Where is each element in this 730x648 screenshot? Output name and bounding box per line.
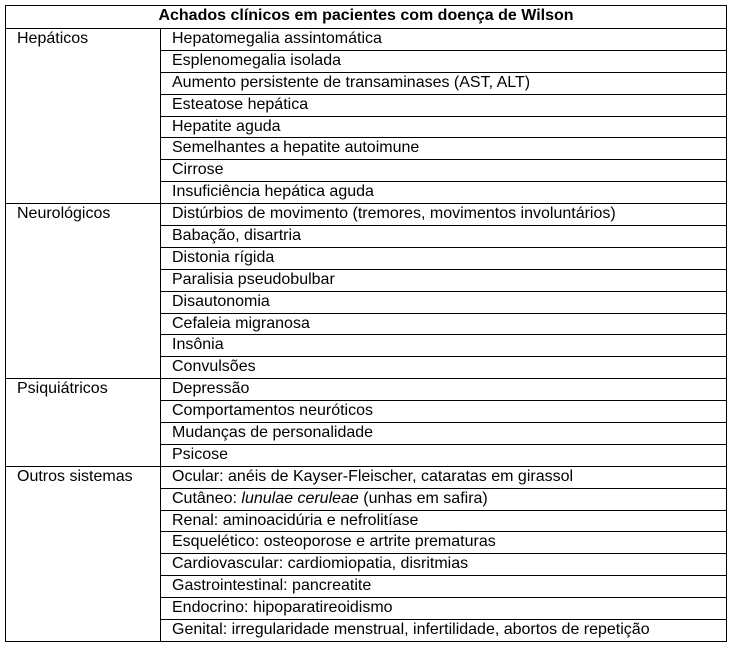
finding-cell: Aumento persistente de transaminases (AS… — [160, 71, 727, 95]
table-row: Distonia rígida — [6, 246, 727, 270]
finding-cell: Cutâneo: lunulae ceruleae (unhas em safi… — [160, 487, 727, 511]
category-cell: Outros sistemas — [5, 465, 161, 642]
category-cell: Neurológicos — [5, 203, 161, 380]
table-row: Mudanças de personalidade — [6, 422, 727, 445]
finding-cell: Cardiovascular: cardiomiopatia, disritmi… — [160, 553, 727, 577]
finding-cell: Distúrbios de movimento (tremores, movim… — [160, 203, 727, 227]
finding-cell: Cirrose — [160, 159, 727, 183]
finding-cell: Disautonomia — [160, 290, 727, 314]
finding-cell: Ocular: anéis de Kayser-Fleischer, catar… — [160, 465, 727, 489]
finding-cell: Genital: irregularidade menstrual, infer… — [160, 619, 727, 642]
finding-cell: Cefaleia migranosa — [160, 312, 727, 336]
finding-cell: Depressão — [160, 378, 727, 402]
finding-cell: Semelhantes a hepatite autoimune — [160, 137, 727, 161]
finding-cell: Psicose — [160, 443, 727, 467]
finding-cell: Gastrointestinal: pancreatite — [160, 575, 727, 599]
finding-cell: Esteatose hepática — [160, 93, 727, 117]
table-row: Outros sistemas Ocular: anéis de Kayser-F… — [5, 465, 727, 642]
wilson-findings-table: Achados clínicos em pacientes com doença… — [5, 5, 727, 642]
table-row: Cefaleia migranosa — [6, 312, 727, 336]
table-row: Convulsões — [6, 356, 727, 380]
finding-cell: Comportamentos neuróticos — [160, 400, 727, 424]
table-row: Disautonomia — [6, 290, 727, 314]
finding-cell: Paralisia pseudobulbar — [160, 268, 727, 292]
table-row: Genital: irregularidade menstrual, infer… — [6, 619, 727, 642]
table-row: Esquelético: osteoporose e artrite prema… — [6, 531, 727, 555]
table-row: Neurológicos Distúrbios de movimento (tre… — [5, 203, 727, 380]
table-row: Comportamentos neuróticos — [6, 400, 727, 424]
finding-cell: Insuficiência hepática aguda — [160, 181, 727, 205]
table-row: Insônia — [6, 334, 727, 358]
finding-cell: Convulsões — [160, 356, 727, 380]
finding-cell: Esquelético: osteoporose e artrite prema… — [160, 531, 727, 555]
finding-cell: Mudanças de personalidade — [160, 422, 727, 445]
table-title: Achados clínicos em pacientes com doença… — [5, 5, 727, 29]
category-cell: Hepáticos — [5, 27, 161, 205]
finding-cell: Endocrino: hipoparatireoidismo — [160, 597, 727, 621]
table-row: Hepáticos Hepatomegalia assintomática — [5, 27, 727, 205]
finding-cell: Distonia rígida — [160, 246, 727, 270]
finding-cell: Hepatite aguda — [160, 115, 727, 139]
table-row: Cutâneo: lunulae ceruleae (unhas em safi… — [6, 487, 727, 511]
table-row: Paralisia pseudobulbar — [6, 268, 727, 292]
finding-cell: Insônia — [160, 334, 727, 358]
finding-cell: Hepatomegalia assintomática — [160, 28, 727, 51]
category-cell: Psiquiátricos — [5, 378, 161, 467]
finding-cell: Babação, disartria — [160, 225, 727, 248]
table-row: Psicose — [6, 443, 727, 467]
finding-cell: Esplenomegalia isolada — [160, 49, 727, 73]
finding-cell: Renal: aminoacidúria e nefrolitíase — [160, 509, 727, 533]
table-row: Semelhantes a hepatite autoimune — [6, 137, 727, 161]
table-row: Psiquiátricos Depressão — [5, 378, 727, 467]
